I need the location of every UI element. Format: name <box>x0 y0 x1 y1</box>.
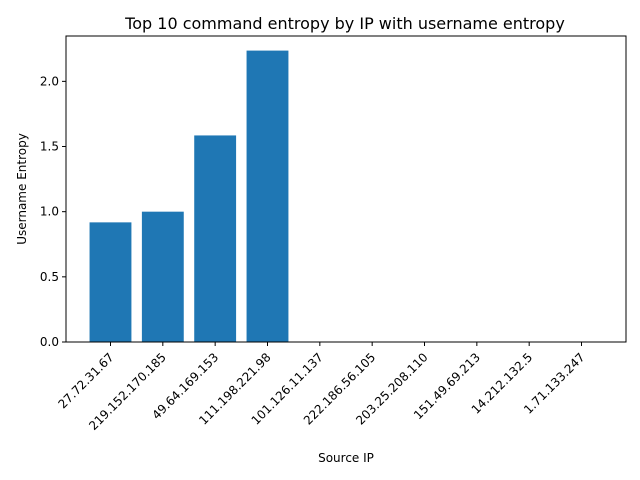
y-tick-label: 1.0 <box>40 205 59 219</box>
plot-frame <box>65 35 627 343</box>
bar <box>141 211 184 342</box>
y-axis-label: Username Entropy <box>15 133 29 245</box>
chart-title: Top 10 command entropy by IP with userna… <box>124 14 565 33</box>
x-axis-label: Source IP <box>318 451 374 465</box>
y-tick-label: 0.5 <box>40 270 59 284</box>
y-tick-label: 1.5 <box>40 140 59 154</box>
bars-group <box>89 50 289 342</box>
bar <box>194 135 237 342</box>
x-axis-ticks: 27.72.31.67219.152.170.18549.64.169.1531… <box>55 342 588 433</box>
y-tick-label: 0.0 <box>40 335 59 349</box>
y-tick-label: 2.0 <box>40 74 59 88</box>
y-axis-ticks: 0.0 0.5 1.0 1.5 2.0 <box>40 74 66 349</box>
bar <box>246 50 289 342</box>
bar <box>89 222 132 342</box>
